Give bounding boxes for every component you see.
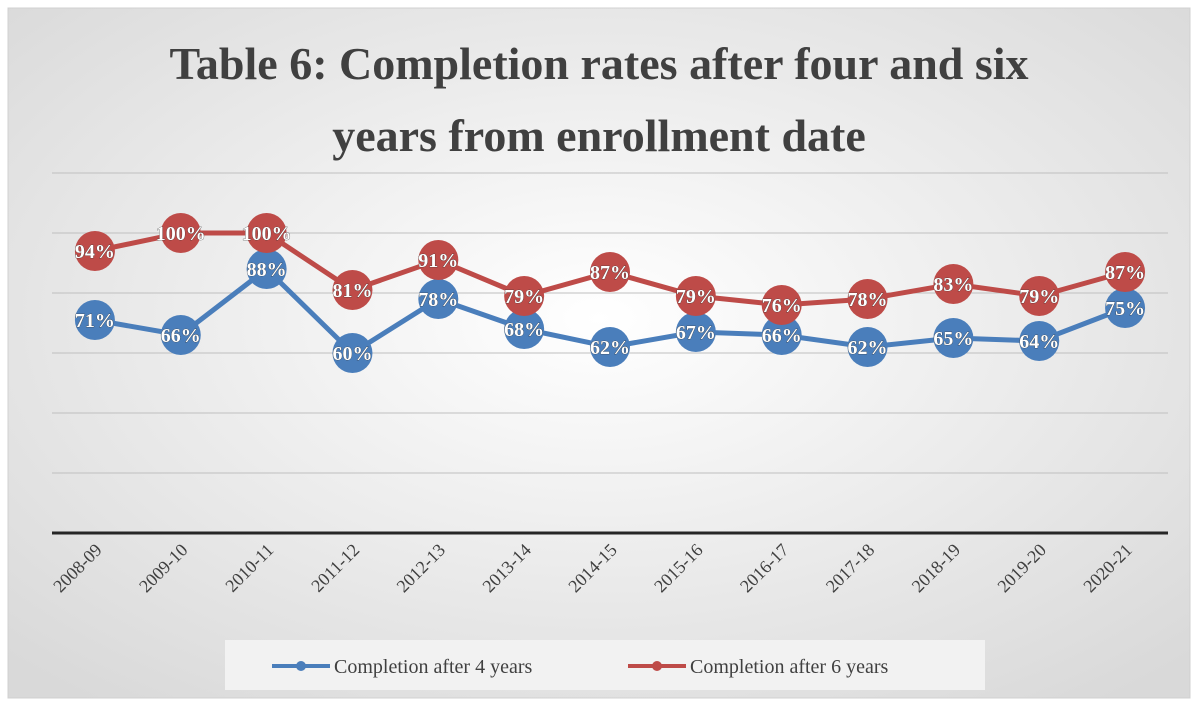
marker [933, 318, 974, 358]
legend-label: Completion after 4 years [334, 656, 532, 678]
marker [847, 279, 888, 319]
data-label: 87% [1105, 262, 1145, 284]
marker [590, 327, 630, 367]
legend-label: Completion after 6 years [690, 656, 888, 678]
data-label: 94% [75, 241, 115, 263]
marker [761, 285, 802, 325]
marker [761, 315, 802, 355]
legend-box [225, 640, 985, 690]
marker [504, 309, 545, 349]
marker [847, 327, 888, 367]
data-label: 79% [676, 286, 716, 308]
data-label: 75% [1105, 298, 1145, 320]
data-label: 66% [762, 325, 802, 347]
chart-title: Table 6: Completion rates after four and… [169, 38, 1029, 161]
marker [246, 213, 287, 253]
data-label: 78% [848, 289, 888, 311]
data-label: 79% [504, 286, 544, 308]
data-label: 76% [762, 295, 802, 317]
data-label: 68% [504, 319, 544, 341]
marker [160, 315, 201, 355]
data-label: 67% [676, 322, 716, 344]
data-label: 78% [418, 289, 458, 311]
data-label: 81% [332, 280, 372, 302]
marker [504, 276, 545, 316]
marker [418, 279, 459, 319]
data-label: 100% [242, 223, 292, 245]
data-label: 79% [1019, 286, 1059, 308]
marker [675, 312, 716, 352]
marker [74, 231, 115, 271]
marker [1019, 321, 1060, 361]
marker [160, 213, 201, 253]
marker [590, 252, 630, 292]
marker [1019, 276, 1060, 316]
data-label: 66% [161, 325, 201, 347]
marker [418, 240, 459, 280]
legend-marker [652, 661, 662, 671]
marker [675, 276, 716, 316]
legend: Completion after 4 years Completion afte… [272, 656, 888, 678]
data-label: 60% [332, 343, 372, 365]
data-label: 62% [848, 337, 888, 359]
marker [246, 249, 287, 289]
data-label: 83% [933, 274, 973, 296]
data-label: 100% [156, 223, 206, 245]
data-label: 87% [590, 262, 630, 284]
data-label: 62% [590, 337, 630, 359]
marker [74, 300, 115, 340]
data-label: 71% [75, 310, 115, 332]
data-label: 64% [1019, 331, 1059, 353]
data-label: 91% [418, 250, 458, 272]
marker [332, 270, 373, 310]
marker [933, 264, 974, 304]
marker [332, 333, 373, 373]
legend-marker [296, 661, 306, 671]
data-label: 88% [247, 259, 287, 281]
marker [1105, 252, 1146, 292]
marker [1105, 288, 1146, 328]
data-label: 65% [933, 328, 973, 350]
